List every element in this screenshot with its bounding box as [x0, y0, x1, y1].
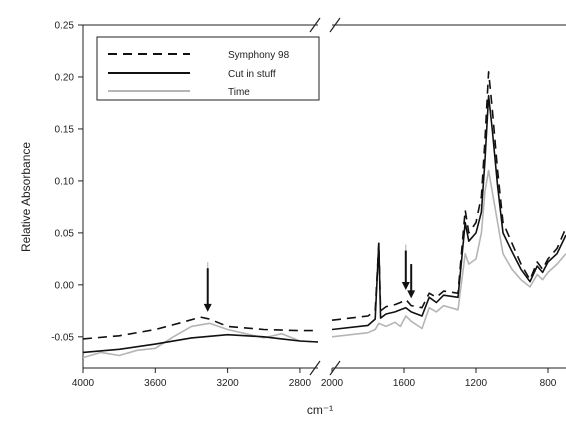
x-tick-label-left-1: 3600 — [144, 378, 167, 389]
series-lines — [82, 71, 566, 359]
y-tick-label-3: 0.10 — [55, 176, 75, 187]
legend-label-2: Time — [228, 87, 250, 98]
break-top-a — [309, 17, 321, 33]
legend-box — [96, 36, 320, 101]
y-tick-label-4: 0.15 — [55, 124, 75, 135]
break-bottom-a — [309, 360, 321, 376]
y-axis-label: Relative Absorbance — [19, 142, 33, 252]
x-tick-label-right-1: 1600 — [393, 378, 416, 389]
arrow-head-0 — [203, 303, 212, 312]
plot-frame — [82, 24, 566, 369]
y-tick-label-0: -0.05 — [51, 332, 74, 343]
axis-break-marks — [309, 17, 341, 376]
series-line-2-right — [331, 169, 566, 338]
arrow-head-1 — [401, 282, 410, 291]
y-axis-ticks: -0.05 0.00 0.05 0.10 0.15 0.20 0.25 — [51, 21, 83, 343]
series-line-0-left — [82, 316, 318, 340]
x-axis-label: cm⁻¹ — [307, 403, 333, 417]
legend-label-0: Symphony 98 — [228, 50, 290, 61]
y-tick-label-5: 0.20 — [55, 72, 75, 83]
x-axis-ticks: 4000 3600 3200 2800 2000 1600 1200 800 — [72, 368, 557, 389]
legend-label-1: Cut in stuff — [228, 69, 276, 80]
series-line-2-left — [82, 322, 319, 359]
y-tick-label-1: 0.00 — [55, 280, 75, 291]
x-tick-label-left-3: 2800 — [289, 378, 312, 389]
break-top-b — [329, 17, 341, 33]
series-line-1-right — [331, 94, 566, 331]
x-tick-label-right-0: 2000 — [321, 378, 344, 389]
x-tick-label-left-2: 3200 — [216, 378, 239, 389]
series-line-0-right — [331, 71, 566, 321]
y-tick-label-6: 0.25 — [55, 21, 75, 32]
y-tick-label-2: 0.05 — [55, 228, 75, 239]
arrow-head-2 — [407, 290, 416, 299]
legend: Symphony 98 Cut in stuff Time — [96, 36, 320, 101]
x-tick-label-right-3: 800 — [540, 378, 557, 389]
x-tick-label-left-0: 4000 — [72, 378, 95, 389]
annotation-arrows — [203, 244, 416, 312]
series-line-1-left — [82, 333, 319, 354]
x-tick-label-right-2: 1200 — [465, 378, 488, 389]
